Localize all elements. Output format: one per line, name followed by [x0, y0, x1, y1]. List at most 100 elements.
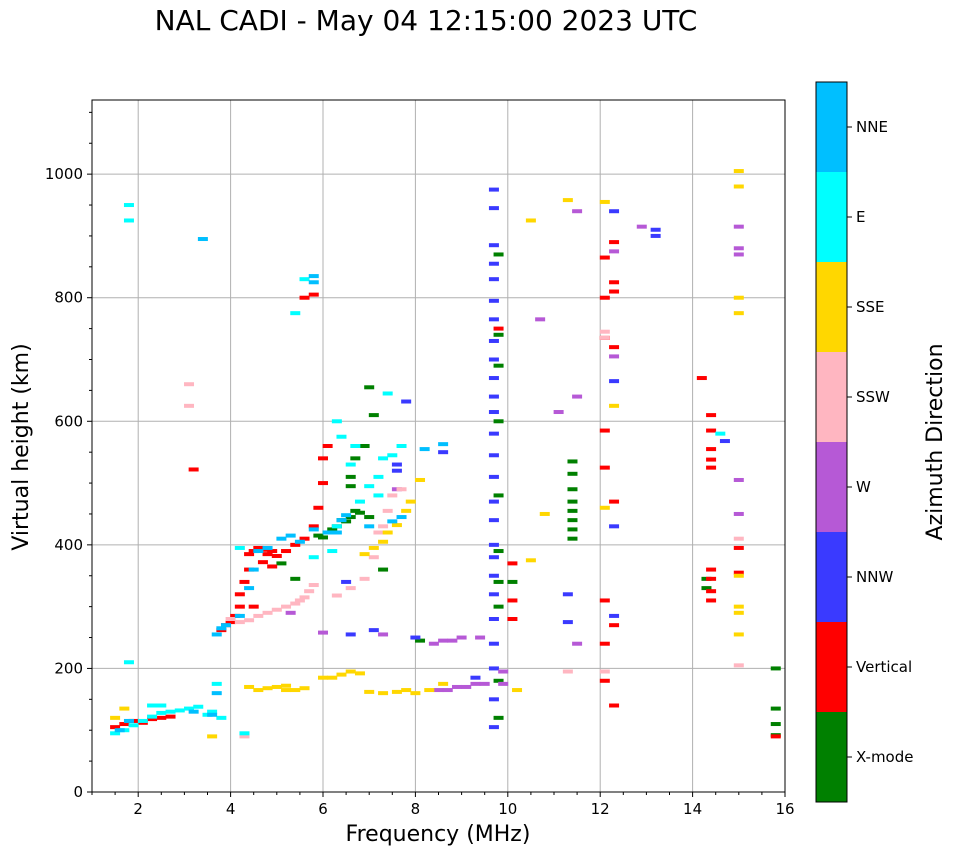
data-point-sse — [599, 199, 610, 204]
data-point-sse — [562, 198, 573, 203]
data-point-nnw — [488, 261, 499, 266]
data-point-x-mode — [770, 706, 781, 711]
data-point-nnw — [488, 725, 499, 730]
data-point-sse — [368, 545, 379, 550]
data-point-nnw — [488, 573, 499, 578]
y-tick-label: 1000 — [45, 165, 83, 183]
data-point-x-mode — [290, 576, 301, 581]
data-point-sse — [539, 511, 550, 516]
data-point-sse — [733, 184, 744, 189]
data-point-vertical — [318, 481, 328, 486]
data-point-nnw — [488, 641, 499, 646]
data-point-x-mode — [507, 579, 518, 584]
data-point-sse — [599, 505, 610, 510]
data-point-ssw — [253, 613, 264, 618]
data-point-w — [456, 635, 467, 640]
data-point-vertical — [599, 428, 610, 433]
data-point-vertical — [290, 542, 301, 547]
colorbar-segment — [816, 352, 847, 442]
data-point-e — [331, 524, 342, 529]
data-point-vertical — [609, 623, 620, 628]
data-point-ssw — [239, 734, 250, 739]
x-axis-label: Frequency (MHz) — [346, 822, 531, 847]
data-point-nne — [207, 712, 218, 717]
data-point-w — [553, 410, 564, 415]
data-point-vertical — [706, 457, 717, 462]
data-point-w — [572, 394, 583, 399]
data-point-w — [475, 635, 486, 640]
data-point-ssw — [299, 595, 310, 600]
y-axis: 0 200 400 600 800 1000 — [45, 111, 92, 801]
data-point-vertical — [156, 715, 167, 720]
colorbar-label-item: X-mode — [856, 748, 913, 766]
data-point-x-mode — [493, 332, 504, 337]
data-point-e — [308, 555, 319, 560]
data-point-vertical — [493, 326, 504, 331]
data-point-vertical — [706, 589, 717, 594]
data-point-vertical — [609, 499, 620, 504]
data-point-e — [165, 709, 176, 714]
data-point-vertical — [706, 413, 717, 418]
data-point-nnw — [488, 592, 499, 597]
data-point-nne — [188, 709, 199, 714]
data-point-nnw — [488, 542, 499, 547]
colorbar-segment — [816, 442, 847, 532]
data-point-nne — [419, 447, 430, 452]
data-point-nnw — [341, 579, 352, 584]
data-point-e — [290, 311, 301, 316]
data-point-nne — [396, 515, 407, 520]
data-point-x-mode — [493, 715, 504, 720]
data-point-w — [636, 224, 647, 229]
data-point-vertical — [188, 467, 199, 472]
x-tick-label: 16 — [775, 800, 794, 818]
data-point-nne — [234, 613, 245, 618]
data-point-vertical — [706, 465, 717, 470]
data-point-ssw — [308, 583, 319, 588]
data-point-vertical — [599, 678, 610, 683]
data-point-vertical — [599, 465, 610, 470]
y-tick-label: 0 — [73, 783, 83, 801]
data-point-e — [211, 681, 222, 686]
data-point-nne — [211, 691, 222, 696]
data-point-sse — [327, 675, 338, 680]
data-point-vertical — [267, 549, 278, 554]
data-point-x-mode — [354, 510, 365, 515]
data-point-nne — [294, 539, 305, 544]
data-point-nne — [322, 530, 333, 535]
y-tick-label: 600 — [54, 412, 83, 430]
data-point-sse — [733, 169, 744, 174]
data-point-vertical — [248, 604, 259, 609]
data-point-nnw — [488, 206, 499, 211]
data-point-vertical — [696, 376, 707, 381]
data-point-sse — [415, 477, 426, 482]
y-axis-label: Virtual height (km) — [9, 343, 34, 550]
data-point-vertical — [706, 428, 717, 433]
data-point-x-mode — [493, 579, 504, 584]
data-point-ssw — [304, 589, 315, 594]
data-point-ssw — [359, 576, 370, 581]
data-point-ssw — [396, 487, 407, 492]
data-point-ssw — [234, 620, 245, 625]
data-point-e — [156, 710, 167, 715]
data-point-vertical — [599, 255, 610, 260]
y-tick-label: 200 — [54, 659, 83, 677]
colorbar-segment — [816, 82, 847, 172]
data-point-w — [572, 641, 583, 646]
data-point-nnw — [345, 632, 356, 637]
colorbar-label-item: E — [856, 208, 865, 226]
x-tick-label: 10 — [498, 800, 517, 818]
data-point-w — [479, 681, 490, 686]
data-point-sse — [359, 552, 370, 557]
data-point-w — [733, 477, 744, 482]
data-point-nne — [123, 718, 134, 723]
data-point-sse — [110, 715, 121, 720]
data-point-x-mode — [327, 527, 338, 532]
data-point-e — [350, 444, 361, 448]
data-point-e — [373, 493, 384, 498]
data-point-ssw — [599, 329, 610, 334]
data-point-e — [299, 277, 310, 282]
colorbar-label: Azimuth Direction — [923, 343, 948, 540]
data-point-sse — [378, 539, 389, 544]
data-point-w — [318, 630, 328, 635]
data-point-sse — [733, 295, 744, 300]
